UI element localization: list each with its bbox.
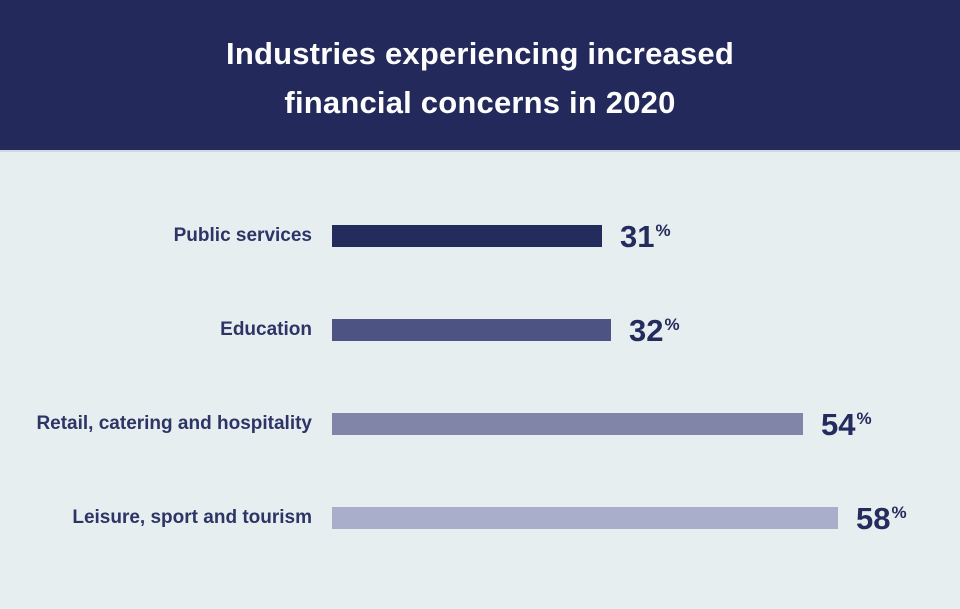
percent-sign: % (655, 220, 671, 240)
chart-row: Leisure, sport and tourism 58% (0, 496, 960, 540)
percent-sign: % (891, 502, 907, 522)
chart-header: Industries experiencing increased financ… (0, 0, 960, 152)
value-number: 32 (629, 312, 664, 348)
bar (332, 413, 803, 435)
value-label: 58% (856, 503, 907, 534)
category-label: Education (220, 319, 312, 340)
chart-row: Public services 31% (0, 214, 960, 258)
value-number: 58 (856, 500, 891, 536)
page-title-line-1: Industries experiencing increased (226, 36, 734, 71)
value-label: 32% (629, 315, 680, 346)
category-label: Public services (173, 225, 312, 246)
value-number: 31 (620, 218, 655, 254)
percent-sign: % (856, 408, 872, 428)
percent-sign: % (664, 314, 680, 334)
bar-chart: Public services 31% Education 32% Retail, ca… (0, 152, 960, 540)
bar (332, 225, 602, 247)
bar (332, 319, 611, 341)
page-title-line-2: financial concerns in 2020 (284, 85, 676, 120)
bar (332, 507, 838, 529)
category-label: Retail, catering and hospitality (36, 413, 312, 434)
chart-row: Education 32% (0, 308, 960, 352)
value-label: 31% (620, 221, 671, 252)
category-label: Leisure, sport and tourism (72, 507, 312, 528)
chart-row: Retail, catering and hospitality 54% (0, 402, 960, 446)
value-number: 54 (821, 406, 856, 442)
value-label: 54% (821, 409, 872, 440)
